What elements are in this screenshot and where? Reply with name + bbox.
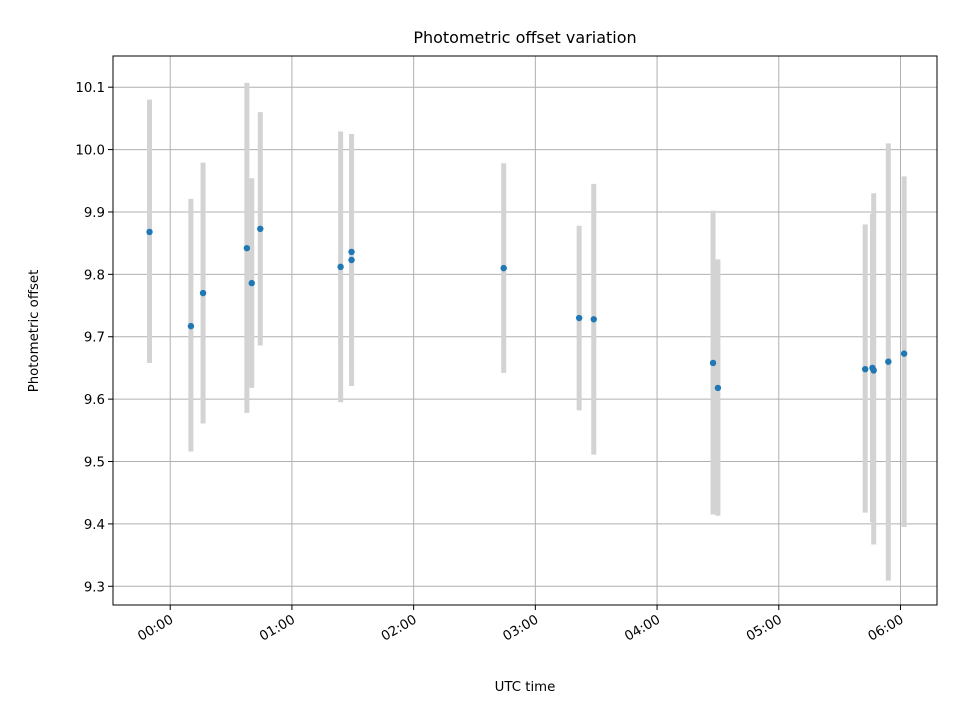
data-point [714, 384, 722, 392]
y-tick-label: 9.4 [84, 518, 105, 533]
y-axis: 9.3 9.4 9.5 9.6 9.7 9.8 9.9 10.0 10.1 [75, 81, 113, 595]
y-tick-label: 9.8 [84, 268, 105, 283]
data-point [709, 359, 717, 367]
y-tick-label: 9.5 [84, 456, 105, 471]
data-point [348, 248, 355, 256]
data-point [870, 367, 877, 374]
data-point [146, 228, 153, 236]
data-point [861, 365, 869, 373]
plot-frame [112, 55, 938, 606]
y-tick-label: 9.9 [84, 206, 105, 221]
y-tick-label: 9.6 [84, 393, 105, 408]
data-point [337, 263, 344, 271]
data-point [248, 279, 255, 287]
x-tick-label: 06:00 [866, 612, 907, 644]
data-point [199, 289, 207, 297]
y-tick-label: 9.7 [84, 331, 105, 346]
x-tick-label: 00:00 [136, 612, 177, 644]
x-axis-label: UTC time [495, 680, 556, 695]
data-point [500, 264, 507, 272]
y-tick-label: 9.3 [84, 580, 105, 595]
data-point [348, 256, 355, 264]
y-tick-label: 10.0 [75, 144, 105, 159]
data-point [885, 358, 892, 365]
x-axis: 00:00 01:00 02:00 03:00 04:00 05:00 06:00 [136, 605, 907, 645]
y-tick-label: 10.1 [75, 81, 105, 96]
x-tick-label: 04:00 [622, 612, 663, 644]
x-tick-label: 02:00 [379, 612, 420, 644]
data-points [146, 225, 908, 392]
x-tick-label: 03:00 [501, 612, 542, 644]
data-point [900, 350, 908, 357]
plot-background [113, 56, 937, 605]
data-point [590, 316, 597, 323]
x-tick-label: 01:00 [257, 612, 298, 644]
data-point [243, 244, 251, 252]
y-axis-label: Photometric offset [27, 270, 42, 393]
data-point [257, 225, 264, 233]
data-point [187, 322, 195, 330]
chart-title: Photometric offset variation [413, 28, 636, 47]
x-tick-label: 05:00 [744, 612, 785, 644]
data-point [575, 314, 583, 322]
